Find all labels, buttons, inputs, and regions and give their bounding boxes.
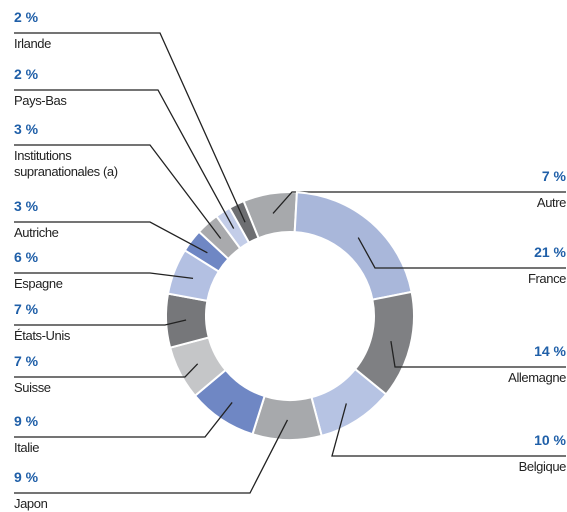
percent-label: 7 % xyxy=(541,168,566,184)
percent-label: 21 % xyxy=(534,244,566,260)
leader-line xyxy=(390,341,566,368)
leader-line xyxy=(14,402,233,438)
category-label: Autre xyxy=(536,195,566,210)
leader-line xyxy=(357,237,566,269)
leader-line xyxy=(14,221,208,254)
percent-label: 9 % xyxy=(14,413,39,429)
category-label: Italie xyxy=(14,440,40,455)
category-label: Pays-Bas xyxy=(14,93,67,108)
percent-label: 3 % xyxy=(14,198,39,214)
category-label: États-Unis xyxy=(14,328,70,343)
leader-line xyxy=(14,272,194,280)
percent-label: 7 % xyxy=(14,353,39,369)
leader-line xyxy=(331,403,566,457)
percent-label: 7 % xyxy=(14,301,39,317)
donut-segment xyxy=(228,199,260,245)
percent-label: 2 % xyxy=(14,66,39,82)
percent-label: 3 % xyxy=(14,121,39,137)
percent-label: 9 % xyxy=(14,469,39,485)
category-label: Belgique xyxy=(518,459,567,474)
percent-label: 2 % xyxy=(14,9,39,25)
donut-segment xyxy=(165,292,211,349)
category-label: Japon xyxy=(14,496,48,511)
leader-line xyxy=(14,144,222,239)
category-label: Espagne xyxy=(14,276,63,291)
category-label: France xyxy=(527,271,566,286)
leader-line xyxy=(14,419,289,494)
leader-line xyxy=(14,363,199,378)
leader-line xyxy=(14,32,246,223)
category-label: Allemagne xyxy=(508,370,566,385)
percent-label: 10 % xyxy=(534,432,566,448)
leader-line xyxy=(272,191,566,214)
donut-segment xyxy=(293,191,413,301)
category-label: Autriche xyxy=(14,225,59,240)
category-label: Irlande xyxy=(14,36,51,51)
percent-label: 14 % xyxy=(534,343,566,359)
percent-label: 6 % xyxy=(14,249,39,265)
leader-line xyxy=(14,89,235,229)
category-label: Suisse xyxy=(14,380,51,395)
leader-line xyxy=(14,319,187,326)
category-label: Institutions supranationales (a) xyxy=(14,148,118,179)
